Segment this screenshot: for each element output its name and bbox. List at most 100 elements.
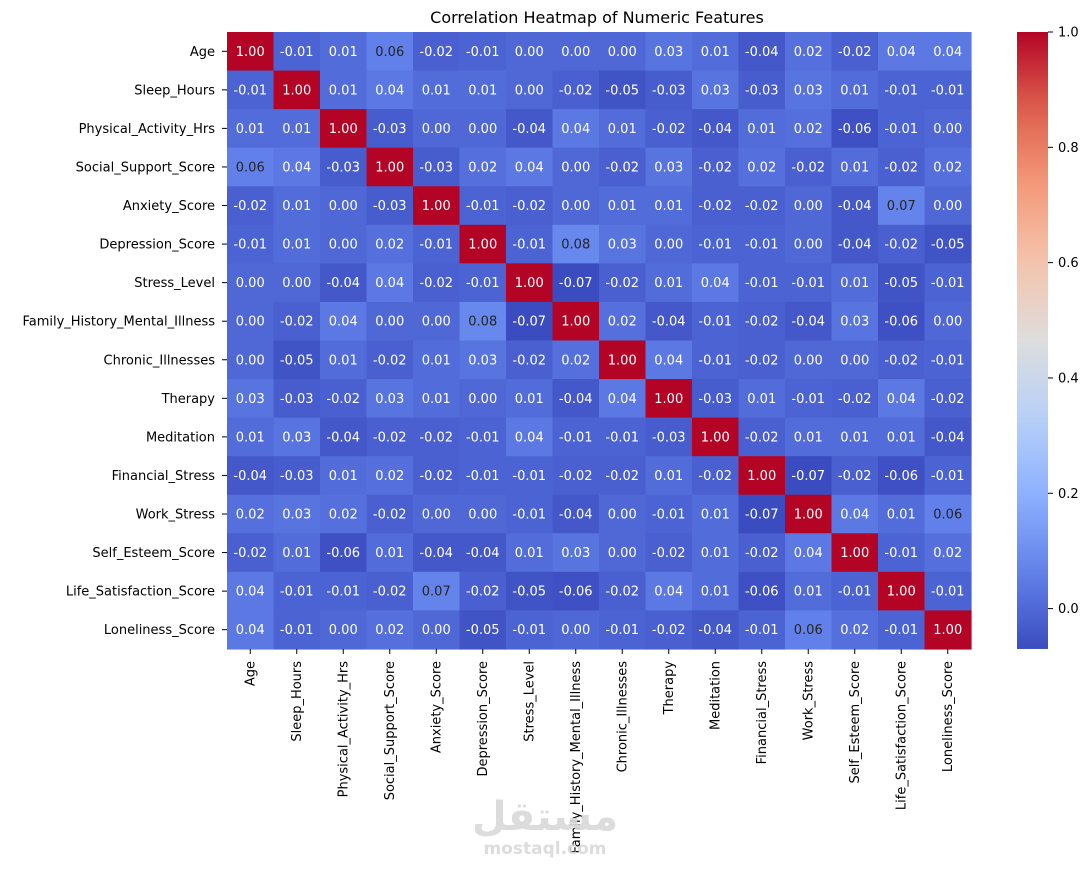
cell-value-label: 0.01 [794,585,823,600]
cell-value-label: 0.00 [608,546,637,561]
cell-value-label: -0.01 [931,353,965,368]
heatmap-cell [506,32,554,72]
y-tick-label: Social_Support_Score [76,160,215,175]
heatmap-cell [692,70,740,110]
cell-value-label: -0.01 [326,585,360,600]
cell-value-label: 1.00 [654,392,683,407]
heatmap-cell [413,494,461,534]
cell-value-label: 0.03 [794,83,823,98]
heatmap-cell [785,186,833,226]
heatmap-cell [273,417,321,457]
cell-value-label: 0.00 [933,315,962,330]
heatmap-cell [320,186,368,226]
cell-value-label: 0.01 [840,160,869,175]
cell-value-label: 0.03 [561,546,590,561]
cell-value-label: -0.04 [559,508,593,523]
heatmap-cell [506,379,554,419]
heatmap-cell [227,340,275,380]
heatmap-cell [227,186,275,226]
cell-value-label: 0.00 [329,238,358,253]
heatmap-cell [506,571,554,611]
heatmap-cell [320,533,368,573]
heatmap-cell [645,263,693,303]
y-tick-label: Anxiety_Score [123,199,215,214]
cell-value-label: 0.02 [794,122,823,137]
heatmap-cell [459,571,507,611]
cell-value-label: -0.02 [419,469,453,484]
x-tick-label: Anxiety_Score [430,661,445,753]
heatmap-cell [459,70,507,110]
heatmap-cell [552,301,600,342]
heatmap-cell [459,417,507,457]
cell-value-label: -0.07 [512,315,546,330]
cell-value-label: 0.02 [933,160,962,175]
heatmap-cell [366,224,414,264]
cell-value-label: 0.01 [608,122,637,137]
heatmap-cell [552,417,600,457]
cell-value-label: 0.03 [608,238,637,253]
cell-value-label: -0.02 [373,508,407,523]
heatmap-cell [924,186,972,226]
heatmap-cell [320,147,368,187]
cell-value-label: 0.03 [236,392,265,407]
cell-value-label: -0.02 [745,353,779,368]
cell-value-label: 0.04 [515,430,544,445]
x-tick-label: Physical_Activity_Hrs [337,661,352,798]
heatmap-cell [738,70,786,110]
heatmap-cell [320,340,368,380]
heatmap-cell [552,571,600,611]
cell-value-label: 0.00 [608,45,637,60]
x-tick-label: Sleep_Hours [290,661,305,742]
heatmap-cell [413,533,461,573]
cell-value-label: -0.01 [512,469,546,484]
cell-value-label: -0.02 [884,160,918,175]
cell-value-label: 0.01 [654,199,683,214]
cell-value-label: -0.02 [605,469,639,484]
heatmap-cell [227,109,275,149]
cell-value-label: -0.03 [326,160,360,175]
cell-value-label: 0.00 [561,199,590,214]
heatmap-cell [413,379,461,419]
x-tick-label: Depression_Score [476,661,491,777]
heatmap-cell [878,70,926,110]
cell-value-label: 0.04 [794,546,823,561]
heatmap-cell [599,301,647,342]
cell-value-label: -0.02 [605,160,639,175]
heatmap-cell [645,70,693,110]
y-tick-label: Sleep_Hours [134,83,215,98]
heatmap-cell [366,186,414,226]
heatmap-cell [692,456,740,496]
cell-value-label: 0.04 [887,392,916,407]
x-tick-labels: Age Sleep_Hours Physical_Activity_Hrs Socia… [244,648,956,854]
cell-value-label: -0.04 [745,45,779,60]
cell-value-label: 0.00 [840,353,869,368]
cell-value-label: -0.01 [605,623,639,638]
heatmap-cell [831,456,879,496]
y-tick-label: Work_Stress [136,508,216,523]
cell-value-label: 0.01 [329,469,358,484]
cell-value-label: 0.01 [747,122,776,137]
cell-value-label: 0.04 [236,623,265,638]
heatmap-cell [459,533,507,573]
heatmap-cell [413,70,461,110]
cell-value-label: 0.02 [329,508,358,523]
chart-title: Correlation Heatmap of Numeric Features [430,8,764,27]
cell-value-label: 0.01 [794,430,823,445]
heatmap-cell [924,456,972,496]
heatmap-cell [785,533,833,573]
heatmap-cell [599,186,647,226]
cell-value-label: 1.00 [887,585,916,600]
cell-value-label: -0.02 [419,430,453,445]
heatmap-cell [831,494,879,534]
cell-value-label: 1.00 [561,315,590,330]
heatmap-cell [552,109,600,149]
heatmap-cell [692,533,740,573]
cell-value-label: 1.00 [375,160,404,175]
heatmap-cell [320,610,368,650]
x-tick-label: Stress_Level [523,661,538,742]
cell-value-label: 0.03 [654,45,683,60]
heatmap-cell [831,340,879,380]
cell-value-label: -0.04 [512,122,546,137]
heatmap-cell [785,32,833,72]
heatmap-cell [645,186,693,226]
